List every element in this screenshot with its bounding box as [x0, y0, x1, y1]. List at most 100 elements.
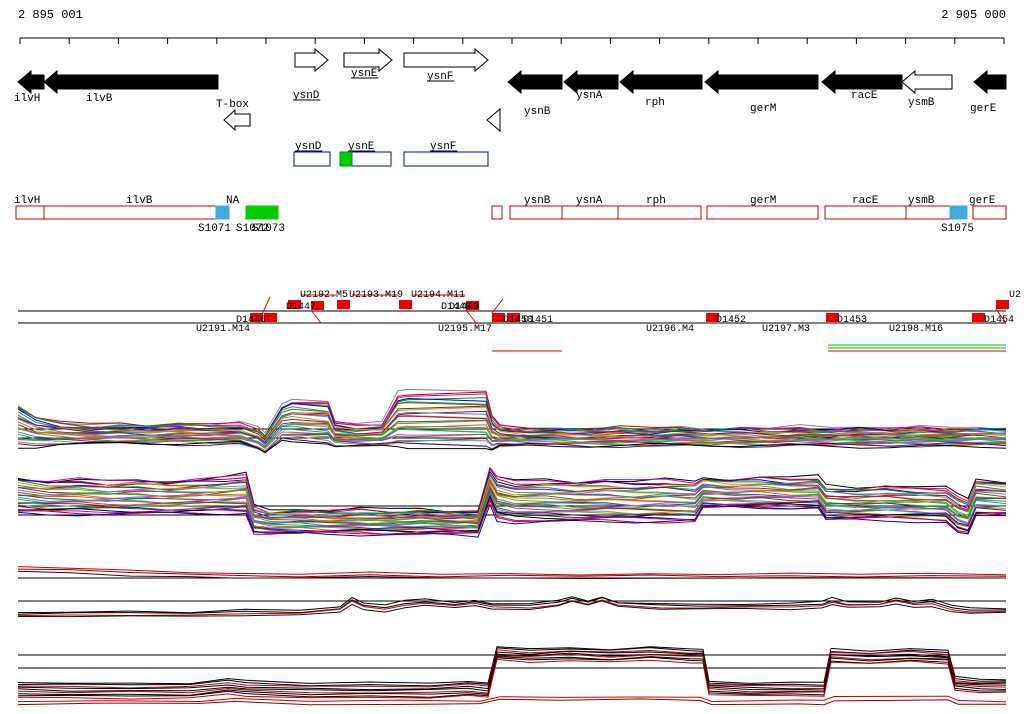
gene-arrow-ysnA[interactable] — [563, 69, 619, 95]
segment-box-S1073[interactable] — [261, 205, 279, 220]
signal-trace — [17, 415, 1007, 444]
operon-box-ysnF[interactable] — [403, 151, 489, 167]
feature-label-rph: rph — [646, 195, 666, 207]
gene-label-ysnD[interactable]: ysnD — [293, 90, 320, 102]
gene-arrow-ilvB[interactable] — [43, 69, 219, 95]
probe-marker-U2192.M5[interactable] — [288, 300, 301, 309]
gene-label-ilvH: ilvH — [14, 93, 40, 105]
gene-label-ysnF[interactable]: ysnF — [427, 71, 453, 83]
feature-label-ysnB: ysnB — [524, 195, 551, 207]
feature-box-ilvH[interactable] — [15, 205, 45, 220]
operon-green-segment — [339, 151, 353, 167]
probe-label-U2193.M19: U2193.M19 — [349, 290, 403, 301]
gene-label-gerE: gerE — [970, 103, 997, 115]
operon-label-ysnD[interactable]: ysnD — [295, 141, 322, 153]
gene-label-ysnA: ysnA — [576, 90, 603, 102]
gene-arrow-T-box[interactable] — [223, 108, 251, 132]
feature-label-gerE: gerE — [969, 195, 996, 207]
feature-label-ilvH: ilvH — [14, 195, 40, 207]
gene-label-ysnE[interactable]: ysnE — [351, 68, 378, 80]
feature-box-ysnB[interactable] — [509, 205, 563, 220]
signal-trace — [17, 397, 1007, 439]
signal-trace — [17, 600, 1007, 618]
signal-trace — [17, 410, 1007, 444]
operon-label-ysnE[interactable]: ysnE — [348, 141, 375, 153]
feature-box-ilvB[interactable] — [43, 205, 218, 220]
segment-box-S1075[interactable] — [949, 205, 968, 220]
signal-trace — [17, 470, 1007, 517]
probe-label-U2191.M14: U2191.M14 — [196, 324, 250, 335]
signal-trace — [17, 646, 1007, 685]
gene-label-ilvB: ilvB — [86, 93, 113, 105]
probe-label-U2192.M5: U2192.M5 — [300, 290, 348, 301]
gene-arrow-unnamed[interactable] — [486, 107, 501, 133]
feature-box-seg1[interactable] — [491, 205, 503, 220]
probe-marker-D1450[interactable] — [507, 313, 520, 322]
signal-trace — [17, 503, 1007, 538]
gene-arrow-gerE[interactable] — [973, 69, 1007, 95]
signal-trace — [17, 477, 1007, 522]
probe-marker-D1448[interactable] — [466, 301, 479, 310]
probe-marker-D1453[interactable] — [826, 313, 839, 322]
gene-label-ysmB: ysmB — [908, 97, 935, 109]
signal-trace — [17, 420, 1007, 448]
operon-label-ysnF[interactable]: ysnF — [430, 141, 456, 153]
signal-trace — [17, 695, 1007, 703]
segment-box-S1071[interactable] — [215, 205, 230, 220]
probe-label-D1450: D1450 — [503, 315, 533, 326]
probe-marker-U2191.M14[interactable] — [250, 313, 263, 322]
signal-trace — [17, 433, 1007, 453]
signal-trace — [17, 388, 1007, 434]
signal-trace — [17, 650, 1007, 691]
gene-arrow-ysnB[interactable] — [507, 69, 563, 95]
signal-trace — [17, 488, 1007, 528]
feature-box-ysnA[interactable] — [561, 205, 619, 220]
gene-arrow-ysnD[interactable] — [294, 47, 329, 73]
feature-box-gerE[interactable] — [972, 205, 1007, 220]
probe-marker-D1447[interactable] — [311, 301, 324, 310]
gene-arrow-ilvH[interactable] — [17, 69, 45, 95]
gene-arrow-rph[interactable] — [619, 69, 703, 95]
signal-trace — [17, 652, 1007, 692]
probe-marker-U2194.M11[interactable] — [399, 300, 412, 309]
probe-marker-D1446[interactable] — [264, 313, 277, 322]
gene-arrow-ysnE[interactable] — [343, 47, 393, 73]
gene-label-rph: rph — [645, 97, 665, 109]
probe-label-D1453: D1453 — [837, 315, 867, 326]
signal-trace — [17, 566, 1007, 576]
gene-label-ysnB: ysnB — [524, 106, 551, 118]
feature-label-S1071: S1071 — [198, 223, 231, 235]
signal-trace — [17, 428, 1007, 448]
probe-label-U2: U2 — [1009, 290, 1021, 301]
operon-box-ysnD[interactable] — [293, 151, 331, 167]
signal-trace — [17, 596, 1007, 614]
gene-arrow-ysmB[interactable] — [901, 69, 953, 95]
feature-box-gerM[interactable] — [706, 205, 819, 220]
probe-label-D1452: D1452 — [716, 315, 746, 326]
probe-segment — [491, 298, 504, 314]
feature-label-ysmB: ysmB — [908, 195, 935, 207]
feature-box-racE[interactable] — [824, 205, 907, 220]
gene-arrow-ysnF[interactable] — [403, 47, 489, 73]
probe-label-U2198.M16: U2198.M16 — [889, 324, 943, 335]
probe-marker-U2193.M19[interactable] — [337, 300, 350, 309]
segment-box-S1072[interactable] — [245, 205, 263, 220]
signal-trace — [17, 698, 1007, 706]
feature-box-rph[interactable] — [617, 205, 702, 220]
signal-trace — [17, 432, 1007, 453]
coord-end-label: 2 905 000 — [941, 8, 1006, 22]
probe-label-U2196.M4: U2196.M4 — [646, 324, 694, 335]
probe-marker-U2195.M17[interactable] — [492, 313, 505, 322]
gene-arrow-gerM[interactable] — [704, 69, 819, 95]
signal-trace — [17, 498, 1007, 536]
signal-trace — [17, 491, 1007, 531]
probe-marker-D1454[interactable] — [972, 313, 985, 322]
signal-trace — [17, 480, 1006, 525]
signal-trace — [18, 439, 1007, 454]
feature-box-ysmB[interactable] — [905, 205, 951, 220]
probe-marker-D1452[interactable] — [706, 313, 719, 322]
probe-label-D1449: D1449 — [449, 302, 479, 313]
probe-marker-U2[interactable] — [996, 300, 1009, 309]
